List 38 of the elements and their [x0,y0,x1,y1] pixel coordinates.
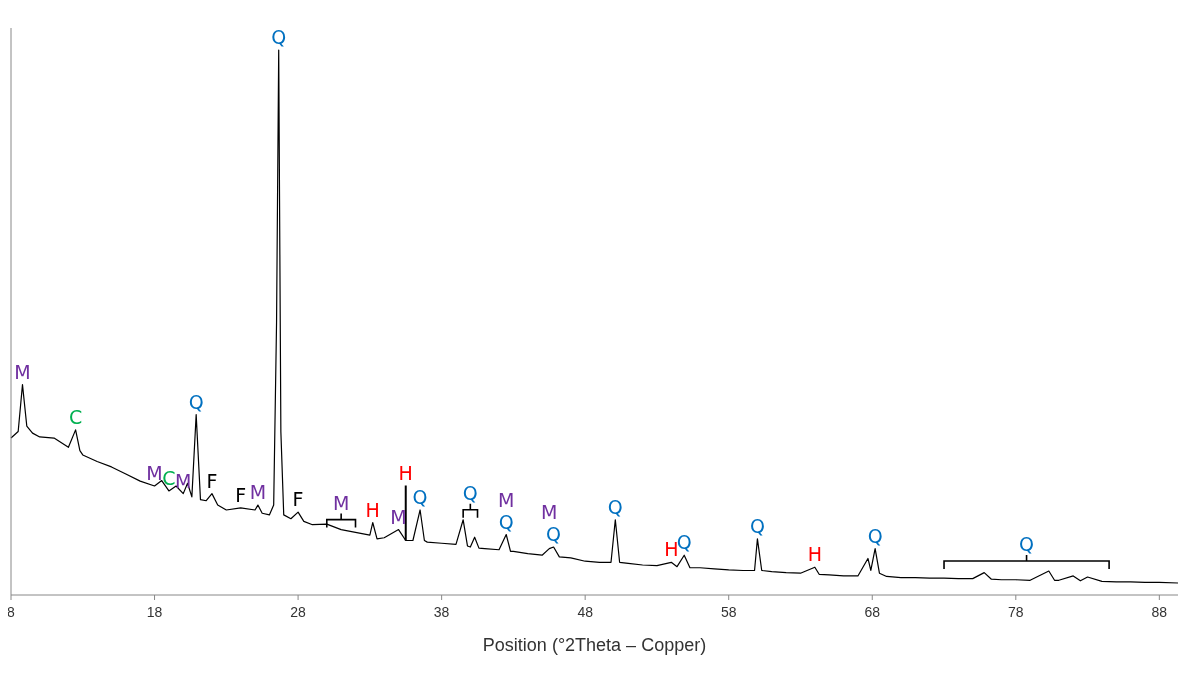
annotation: Q [271,26,287,48]
annotation: M [332,491,350,514]
annotation: M [146,462,163,484]
x-tick-label: 58 [720,604,737,620]
annotation: Q [867,524,883,547]
x-tick-label: 28 [290,604,307,620]
annotation: M [175,469,192,492]
annotation: Q [412,485,428,508]
annotation: Q [462,481,478,504]
x-tick-label: 68 [864,604,881,620]
annotation: H [365,498,380,521]
annotation: Q [188,390,204,413]
annotation: Q [498,510,514,533]
annotation: H [398,461,413,484]
x-axis-title: Position (°2Theta – Copper) [482,635,707,655]
x-tick-label: 8 [7,604,16,620]
annotation: M [14,360,31,383]
annotation: M [249,481,267,504]
annotation: Q [607,495,623,518]
annotation: Q [749,514,765,537]
x-tick-label: 88 [1151,604,1168,620]
annotation: M [541,501,558,524]
annotation: Q [546,523,562,546]
x-tick-label: 48 [577,604,594,620]
annotation: H [807,543,822,566]
annotation: C [68,405,83,428]
x-tick-label: 78 [1008,604,1024,620]
x-tick-label: 18 [146,604,163,620]
annotation: H [664,538,679,561]
annotation: F [292,488,304,511]
annotation: Q [676,531,692,554]
annotation: M [498,488,515,511]
annotation: Q [1019,533,1035,556]
annotation: F [206,469,218,492]
annotation: M [390,505,407,528]
annotation: C [162,466,176,489]
annotation: F [235,483,247,506]
x-tick-label: 38 [433,604,450,620]
